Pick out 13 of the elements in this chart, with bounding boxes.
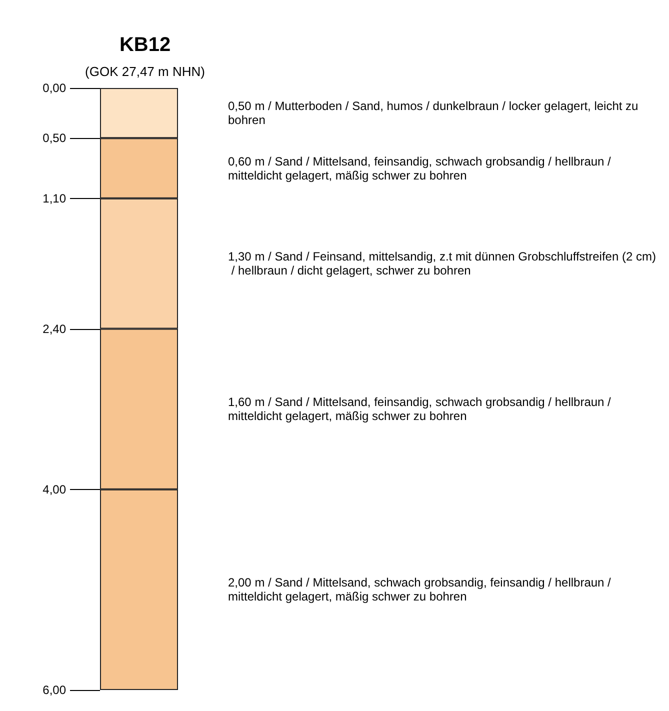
y-tick-label: 6,00 [42, 683, 66, 697]
y-tick-label: 1,10 [42, 191, 66, 206]
y-tick-label: 0,00 [42, 81, 66, 95]
chart-title: KB12 [119, 34, 171, 56]
y-tick-label: 4,00 [42, 482, 66, 496]
y-tick-label: 2,40 [42, 322, 66, 336]
text: 1,30 m / Sand / Feinsand, mittelsandig, z.t mit dünnen Grobschluffstreifen (2 cm) / hellbraun / dicht gelagert, schwer zu bohren [228, 250, 656, 278]
text: 2,00 m / Sand / Mittelsand, schwach grobsandig, feinsandig / hellbraun / mitteldicht gelagert, mäßig schwer zu bohren [228, 576, 614, 604]
text: 0,50 m / Mutterboden / Sand, humos / dunkelbraun / locker gelagert, leicht zu bohren [228, 99, 642, 128]
text: 0,60 m / Sand / Mittelsand, feinsandig, schwach grobsandig / hellbraun / mitteldicht gelagert, mäßig schwer zu bohren [228, 154, 614, 182]
chart-subtitle: (GOK 27,47 m NHN) [85, 64, 205, 79]
y-tick-label: 0,50 [42, 131, 66, 146]
text: 1,60 m / Sand / Mittelsand, feinsandig, schwach grobsandig / hellbraun / mitteldicht gelagert, mäßig schwer zu bohren [228, 395, 614, 424]
